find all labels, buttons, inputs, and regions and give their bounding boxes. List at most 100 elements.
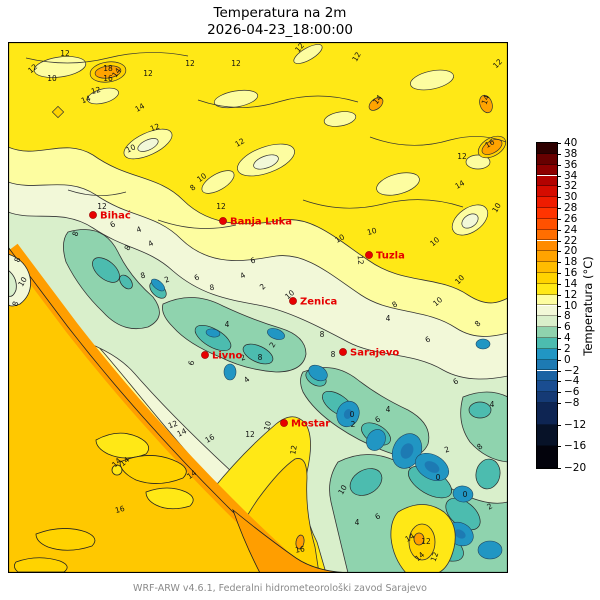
contour-label: 16 <box>103 74 113 83</box>
contour-label: 0 <box>350 410 355 419</box>
contour-label: 18 <box>103 64 113 73</box>
colorbar-tick <box>557 338 561 339</box>
colorbar-segment <box>537 218 557 230</box>
city-label: Tuzla <box>376 251 405 262</box>
colorbar-segment <box>537 316 557 328</box>
contour-label: 8 <box>473 319 483 329</box>
colorbar-tick <box>557 164 561 166</box>
contour-label: 8 <box>475 441 485 451</box>
colorbar-tick <box>557 424 561 426</box>
contour-label: 10 <box>333 232 346 245</box>
colorbar-segment <box>537 197 557 208</box>
contour-label: 12 <box>90 85 102 96</box>
contour-label: 8 <box>320 330 325 339</box>
colorbar-tick <box>557 316 561 318</box>
contour-label: 14 <box>480 94 492 106</box>
colorbar-tick-label: 0 <box>564 353 571 366</box>
contour-label: 8 <box>209 283 215 293</box>
colorbar-tick <box>557 273 561 274</box>
contour-label: 4 <box>242 374 252 384</box>
colorbar-tick-label: 38 <box>564 147 578 160</box>
contour-label: 12 <box>149 122 161 134</box>
colorbar-segment <box>537 424 557 447</box>
colorbar-tick <box>557 446 561 448</box>
contour-label: 6 <box>451 376 460 386</box>
colorbar-tick <box>557 468 561 469</box>
map-frame <box>8 42 508 573</box>
colorbar-segment <box>537 359 557 371</box>
contour-label: 14 <box>80 94 92 106</box>
colorbar-segment <box>537 143 557 154</box>
contour-label: 4 <box>146 238 155 248</box>
contour-label: 4 <box>135 224 143 234</box>
contour-label: 14 <box>176 426 189 438</box>
colorbar-tick-label: 24 <box>564 223 578 236</box>
contour-label: 14 <box>403 531 416 544</box>
contour-label: 16 <box>294 544 305 555</box>
colorbar-tick-label: 2 <box>564 342 571 355</box>
colorbar-tick-label: −16 <box>564 440 587 453</box>
colorbar-tick <box>557 175 561 177</box>
colorbar-tick-label: 36 <box>564 158 578 171</box>
colorbar-tick <box>557 208 561 209</box>
colorbar-tick <box>557 186 561 188</box>
colorbar-segment <box>537 251 557 263</box>
colorbar-tick-label: −6 <box>564 386 580 399</box>
city-marker-biha-: Bihać <box>89 210 131 222</box>
colorbar-segment <box>537 229 557 241</box>
city-marker-zenica: Zenica <box>289 297 337 308</box>
contour-label: 8 <box>331 350 336 359</box>
contour-label: 2 <box>485 501 494 511</box>
contour-label: 16 <box>203 432 216 445</box>
contour-lines <box>25 52 507 229</box>
colorbar-segment <box>537 392 557 403</box>
contour-label: 12 <box>356 255 366 266</box>
colorbar-tick-label: 6 <box>564 321 571 334</box>
north-patches <box>33 44 507 236</box>
contour-label: 4 <box>490 400 495 409</box>
colorbar-tick-label: 16 <box>564 267 578 279</box>
contour-label: 10 <box>490 201 503 214</box>
colorbar-tick <box>557 327 561 329</box>
contour-label: 8 <box>70 230 80 238</box>
contour-label: 6 <box>187 360 197 366</box>
contour-label: 12 <box>97 202 107 211</box>
contour-label: 6 <box>373 414 382 424</box>
colorbar-tick <box>557 218 561 220</box>
colorbar-segment <box>537 381 557 393</box>
contour-label: 6 <box>424 334 432 344</box>
colorbar-segment <box>537 294 557 306</box>
colorbar-segment <box>537 446 557 468</box>
colorbar-tick <box>557 251 561 253</box>
colorbar-tick-label: 8 <box>564 310 571 323</box>
contour-label: 16 <box>483 137 496 150</box>
colorbar-tick <box>557 283 561 285</box>
city-dot <box>365 251 373 259</box>
colorbar-tick-label: −2 <box>564 364 580 377</box>
contour-label: 4 <box>238 270 247 280</box>
contour-label: 8 <box>139 270 146 280</box>
colorbar-segment <box>537 262 557 273</box>
colorbar-segment <box>537 338 557 349</box>
city-label: Bihać <box>100 210 131 222</box>
contour-label: 2 <box>258 282 268 292</box>
contour-label: 4 <box>386 314 391 323</box>
colorbar-tick <box>557 381 561 383</box>
colorbar-segment <box>537 240 557 252</box>
colorbar-tick-label: 28 <box>564 202 578 214</box>
contour-label: 6 <box>249 255 257 265</box>
figure-title: Temperatura na 2m 2026-04-23_18:00:00 <box>0 5 560 39</box>
city-label: Mostar <box>291 419 330 430</box>
contour-label: 8 <box>122 243 132 252</box>
colorbar-tick-label: 14 <box>564 277 578 290</box>
city-marker-tuzla: Tuzla <box>365 251 405 262</box>
colorbar-segment <box>537 186 557 198</box>
colorbar-tick-label: −8 <box>564 397 580 409</box>
colorbar-tick <box>557 229 561 231</box>
contour-label: 12 <box>216 202 226 211</box>
city-marker-livno: Livno <box>201 351 242 362</box>
colorbar-segment <box>537 175 557 187</box>
city-marker-layer: Bihać Banja Luka Tuzla Zenica Livno Sarajevo M… <box>89 210 405 430</box>
city-label: Zenica <box>300 297 337 308</box>
